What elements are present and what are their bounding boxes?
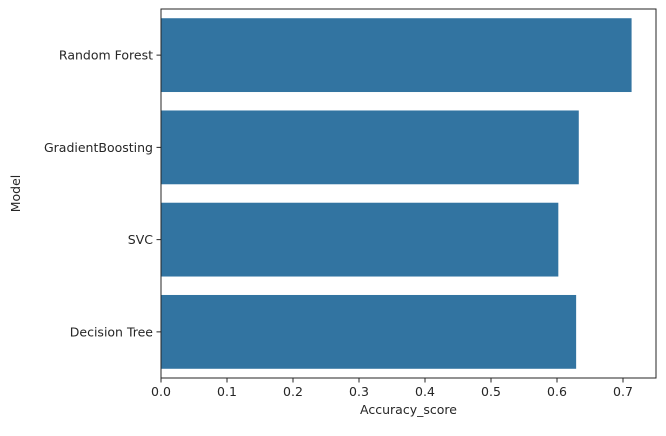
x-tick-label: 0.5 [481,384,501,399]
ticks-layer: Random Forest GradientBoosting SVC Decision… [44,48,633,399]
x-tick-label: 0.4 [415,384,435,399]
bar-svc [161,202,559,277]
x-tick-label: 0.6 [547,384,567,399]
plot-frame [160,8,657,379]
y-tick-label-svc: SVC [128,232,153,247]
x-axis-label: Accuracy_score [360,402,457,417]
x-tick-label: 0.1 [217,384,237,399]
bar-random-forest [161,18,632,93]
axes-layer [160,8,657,379]
x-tick-label: 0.2 [283,384,303,399]
y-tick-label-gradientboosting: GradientBoosting [44,140,153,155]
y-axis-label: Model [8,175,23,213]
bars-layer [161,18,632,369]
x-tick-label: 0.7 [613,384,633,399]
x-tick-label: 0.0 [151,384,171,399]
x-tick-label: 0.3 [349,384,369,399]
bar-decision-tree [161,294,577,369]
y-tick-label-decision-tree: Decision Tree [70,324,154,339]
y-tick-label-random-forest: Random Forest [59,48,153,63]
bar-gradientboosting [161,110,579,185]
